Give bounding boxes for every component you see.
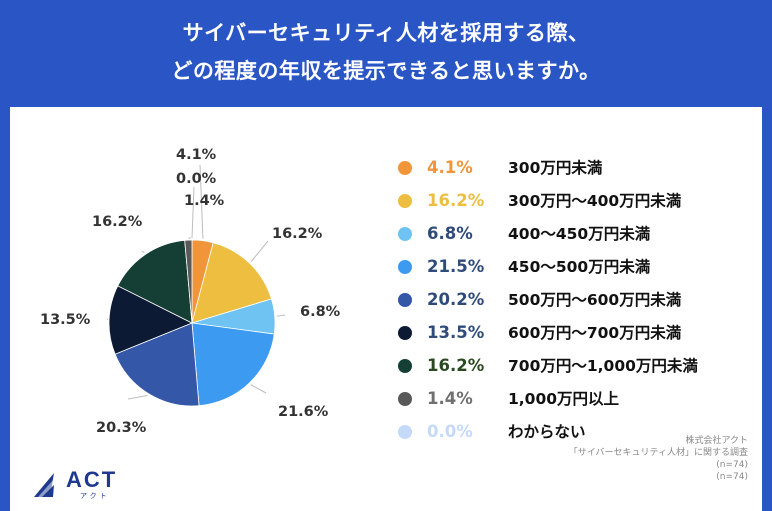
legend-percent: 4.1%	[427, 158, 473, 177]
legend-dot-icon	[398, 359, 412, 373]
pie-slice	[191, 242, 272, 324]
legend-label: 300万円未満	[508, 159, 603, 177]
survey-note: 株式会社アクト 「サイバーセキュリティ人材」に関する調査 (n=74) (n=7…	[569, 435, 748, 483]
pie-chart	[106, 164, 286, 407]
legend-label: 600万円〜700万円未満	[508, 324, 682, 342]
pie-slice	[191, 322, 275, 407]
pie-label: 16.2%	[92, 214, 143, 230]
legend-dot-icon	[398, 293, 412, 307]
logo-sub: アクト	[80, 492, 110, 500]
pie-slice	[117, 239, 193, 324]
legend-percent: 13.5%	[427, 323, 485, 342]
legend-percent: 1.4%	[427, 389, 473, 408]
legend-dot-icon	[398, 227, 412, 241]
pie-label: 16.2%	[272, 226, 323, 242]
legend-dot-icon	[398, 425, 412, 439]
legend-percent: 16.2%	[427, 356, 485, 375]
note-survey: 「サイバーセキュリティ人材」に関する調査	[568, 448, 748, 458]
pie-leader-line	[250, 384, 267, 394]
pie-leader-line	[199, 164, 204, 239]
logo-text: ACT	[66, 467, 118, 492]
legend-dot-icon	[398, 260, 412, 274]
note-n2: (n=74)	[716, 472, 748, 482]
pie-label: 4.1%	[176, 147, 217, 163]
pie-leader-line	[141, 250, 145, 254]
pie-leader-line	[191, 186, 195, 239]
pie-label: 13.5%	[40, 312, 91, 328]
legend-dot-icon	[398, 392, 412, 406]
legend-label: 1,000万円以上	[508, 390, 620, 408]
legend-label: 500万円〜600万円未満	[508, 291, 682, 309]
legend-label: 400〜450万円未満	[508, 225, 651, 243]
pie-leader-line	[127, 394, 148, 400]
pie-slice	[114, 322, 200, 407]
note-company: 株式会社アクト	[685, 436, 748, 446]
legend-dot-icon	[398, 194, 412, 208]
legend-label: わからない	[508, 423, 586, 441]
legend-label: 450〜500万円未満	[508, 258, 651, 276]
legend-percent: 16.2%	[427, 191, 485, 210]
act-logo: ACT アクト	[32, 467, 142, 503]
pie-label: 0.0%	[176, 171, 217, 187]
legend-label: 300万円〜400万円未満	[508, 192, 682, 210]
pie-label: 20.3%	[96, 420, 147, 436]
chart-card: 4.1% 16.2% 6.8% 21.6% 20.3% 13.5% 16.2% 1.4% 0.0…	[10, 107, 762, 511]
title-line-2: どの程度の年収を提示できると思いますか。	[171, 59, 601, 83]
pie-slice	[184, 239, 193, 324]
page-title: サイバーセキュリティ人材を採用する際、 どの程度の年収を提示できると思いますか。	[0, 14, 772, 90]
legend-percent: 0.0%	[427, 422, 473, 441]
pie-leader-line	[106, 318, 109, 321]
title-line-1: サイバーセキュリティ人材を採用する際、	[182, 21, 590, 45]
logo-mark-icon	[34, 473, 54, 497]
legend-label: 700万円〜1,000万円未満	[508, 357, 698, 375]
pie-label: 1.4%	[184, 193, 225, 209]
legend-percent: 21.5%	[427, 257, 485, 276]
pie-leader-line	[250, 240, 269, 263]
pie-label: 6.8%	[300, 304, 341, 320]
legend-dot-icon	[398, 161, 412, 175]
legend-percent: 20.2%	[427, 290, 485, 309]
pie-slice	[108, 285, 193, 355]
pie-label: 21.6%	[278, 404, 329, 420]
legend-percent: 6.8%	[427, 224, 473, 243]
pie-leader-line	[276, 314, 286, 317]
legend-dot-icon	[398, 326, 412, 340]
note-n1: (n=74)	[716, 460, 748, 470]
